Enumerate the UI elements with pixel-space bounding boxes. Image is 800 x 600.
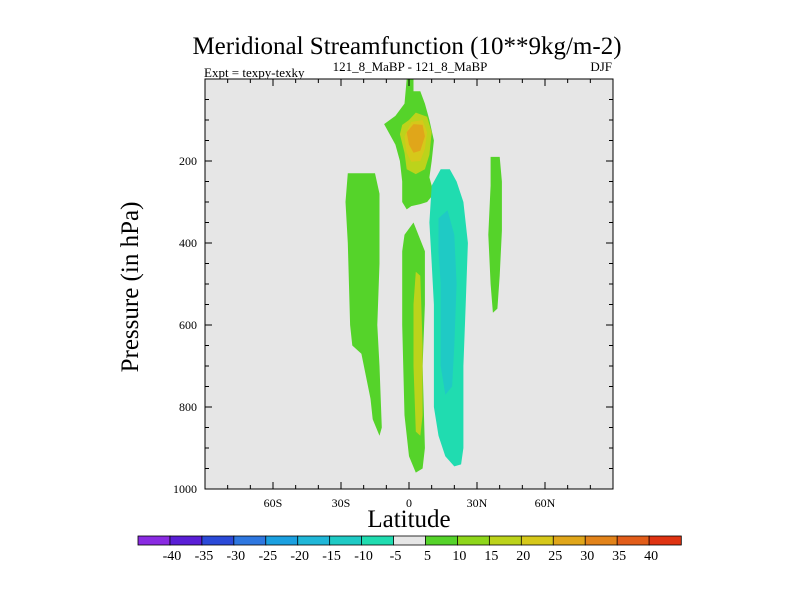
x-tick-label: 60N	[535, 496, 556, 510]
colorbar-swatch	[201, 535, 235, 546]
colorbar-label: 20	[516, 549, 530, 564]
colorbar-label: 30	[580, 549, 594, 564]
colorbar-swatch	[648, 535, 682, 546]
x-tick-label: 0	[406, 496, 412, 510]
colorbar-label: -20	[290, 549, 309, 564]
y-tick-label: 200	[179, 154, 197, 168]
y-axis: 200 400 600 800 1000	[173, 78, 613, 496]
subtitle-center: 121_8_MaBP - 121_8_MaBP	[333, 59, 488, 74]
colorbar-swatch	[361, 535, 395, 546]
colorbar-swatch	[393, 535, 427, 546]
colorbar-swatch	[520, 535, 554, 546]
colorbar-swatch	[425, 535, 459, 546]
colorbar-label: 10	[452, 549, 466, 564]
colorbar-label: -30	[226, 549, 245, 564]
x-axis-label: Latitude	[367, 506, 450, 533]
colorbar-label: -25	[258, 549, 277, 564]
colorbar-label: 5	[424, 549, 431, 564]
colorbar-label: -5	[390, 549, 402, 564]
colorbar: -40 -35 -30 -25 -20 -15 -10 -5 5 10 15 20 25 30 35 40	[137, 535, 682, 564]
contour-nh-green-small	[488, 156, 502, 313]
colorbar-swatch	[616, 535, 650, 546]
x-tick-label: 60S	[264, 496, 283, 510]
x-axis: 60S 30S 0 30N 60N	[204, 79, 614, 510]
colorbar-swatch	[552, 535, 586, 546]
y-axis-label: Pressure (in hPa)	[117, 202, 144, 373]
y-tick-label: 800	[179, 400, 197, 414]
colorbar-swatch	[488, 535, 522, 546]
x-tick-label: 30N	[467, 496, 488, 510]
colorbar-label: -35	[195, 549, 214, 564]
colorbar-swatch	[297, 535, 331, 546]
colorbar-label: -15	[322, 549, 341, 564]
subtitle-right: DJF	[590, 59, 612, 74]
colorbar-label: 25	[548, 549, 562, 564]
chart-title: Meridional Streamfunction (10**9kg/m-2)	[192, 33, 621, 60]
contour-equatorial-yellow-core	[413, 271, 423, 436]
y-tick-label: 400	[179, 236, 197, 250]
colorbar-label: 35	[612, 549, 626, 564]
colorbar-swatch	[329, 535, 363, 546]
y-tick-label: 1000	[173, 482, 197, 496]
contour-cyan-cell-inner	[438, 210, 457, 395]
colorbar-swatch	[169, 535, 203, 546]
contour-layer	[345, 79, 502, 473]
colorbar-swatch	[265, 535, 299, 546]
colorbar-label: -40	[163, 549, 182, 564]
contour-southern-green-cell	[345, 173, 382, 436]
colorbar-swatch	[584, 535, 618, 546]
y-tick-label: 600	[179, 318, 197, 332]
colorbar-swatch	[137, 535, 171, 546]
colorbar-label: 40	[644, 549, 658, 564]
subtitle-left: Expt = texpy-texky	[204, 65, 305, 80]
colorbar-label: 15	[484, 549, 498, 564]
colorbar-swatch	[233, 535, 267, 546]
colorbar-label: -10	[354, 549, 373, 564]
contour-upper-nh-max-25	[406, 124, 425, 153]
x-tick-label: 30S	[332, 496, 351, 510]
colorbar-swatch	[457, 535, 491, 546]
